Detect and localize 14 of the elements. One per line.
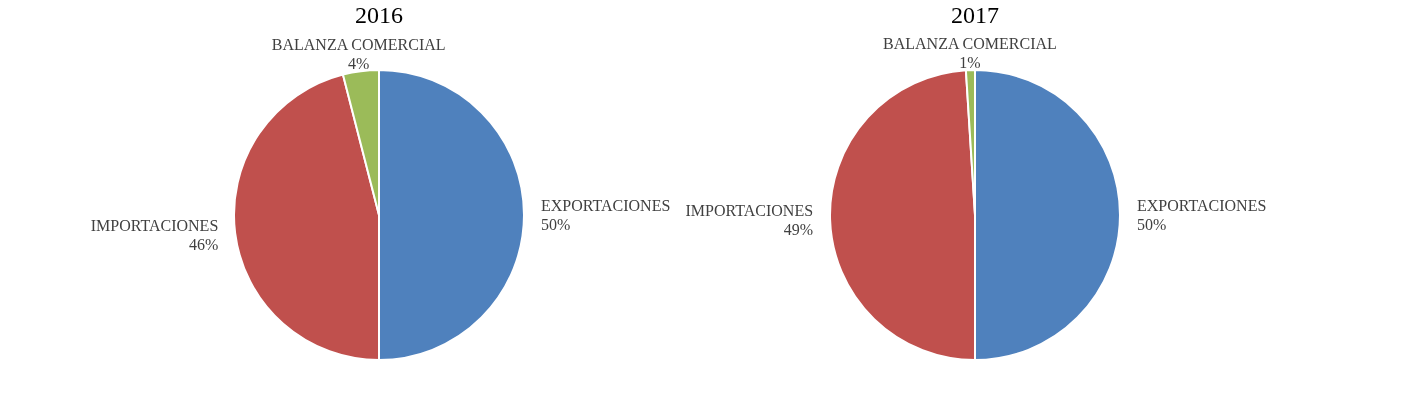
data-label: 46% [188, 236, 219, 254]
slice-label: BALANZA COMERCIAL [271, 36, 446, 54]
chart-title: 2017 [951, 2, 999, 28]
data-label: 50% [1137, 216, 1167, 233]
data-label: 4% [348, 55, 370, 73]
slice-label: IMPORTACIONES [90, 217, 219, 235]
data-label: 1% [959, 54, 981, 72]
slice-label: EXPORTACIONES [1137, 197, 1267, 214]
data-label: 49% [783, 221, 814, 239]
data-label: 50% [541, 216, 571, 233]
slice-label: IMPORTACIONES [685, 202, 814, 220]
chart-title: 2016 [355, 2, 403, 28]
slice-label: BALANZA COMERCIAL [883, 35, 1057, 53]
slice-label: EXPORTACIONES [541, 197, 671, 214]
